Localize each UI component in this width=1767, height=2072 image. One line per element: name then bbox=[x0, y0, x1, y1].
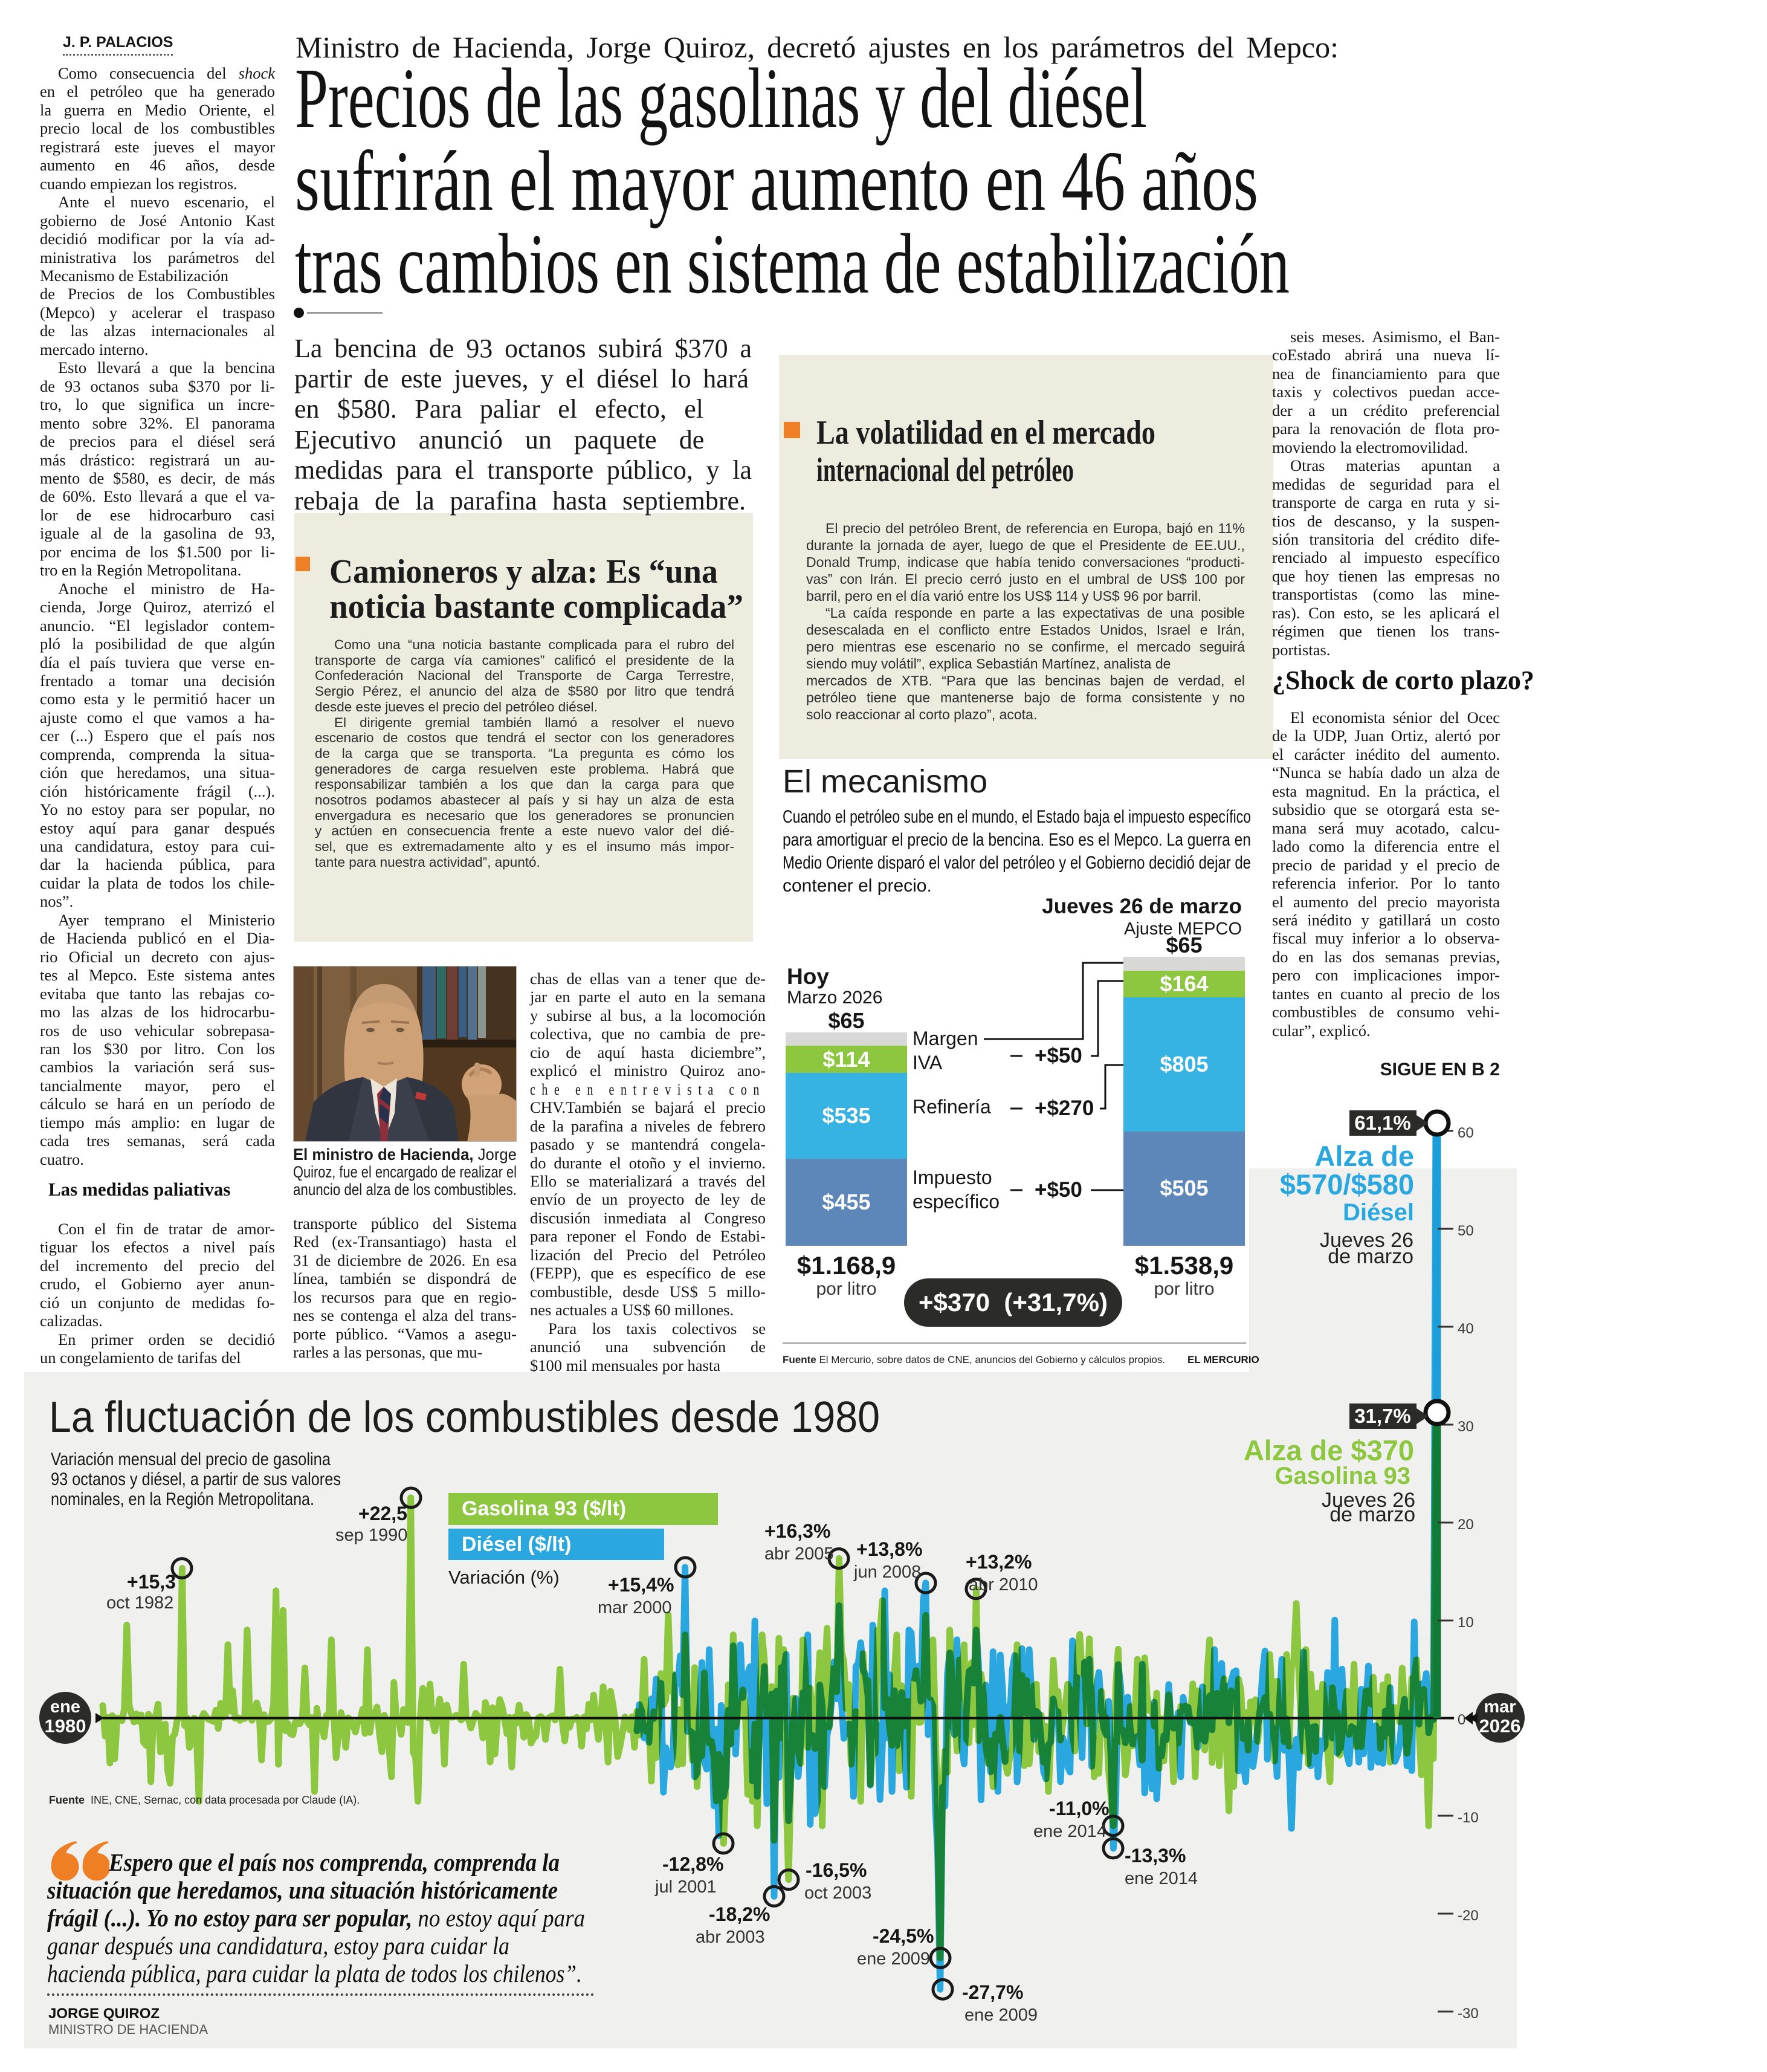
svg-text:10: 10 bbox=[1458, 1614, 1474, 1631]
svg-text:50: 50 bbox=[1458, 1223, 1474, 1239]
svg-text:31,7%: 31,7% bbox=[1354, 1405, 1411, 1427]
svg-text:0: 0 bbox=[1458, 1712, 1465, 1728]
svg-text:20: 20 bbox=[1458, 1517, 1474, 1533]
svg-text:-10: -10 bbox=[1458, 1810, 1479, 1826]
svg-text:2026: 2026 bbox=[1479, 1715, 1521, 1737]
svg-text:30: 30 bbox=[1458, 1419, 1474, 1435]
svg-text:-20: -20 bbox=[1458, 1908, 1479, 1924]
svg-text:40: 40 bbox=[1458, 1321, 1474, 1337]
svg-text:1980: 1980 bbox=[45, 1715, 86, 1737]
svg-text:ene: ene bbox=[50, 1697, 80, 1717]
svg-text:60: 60 bbox=[1458, 1125, 1474, 1141]
svg-text:61,1%: 61,1% bbox=[1354, 1112, 1411, 1134]
svg-text:-30: -30 bbox=[1458, 2006, 1479, 2022]
svg-text:mar: mar bbox=[1484, 1697, 1516, 1717]
